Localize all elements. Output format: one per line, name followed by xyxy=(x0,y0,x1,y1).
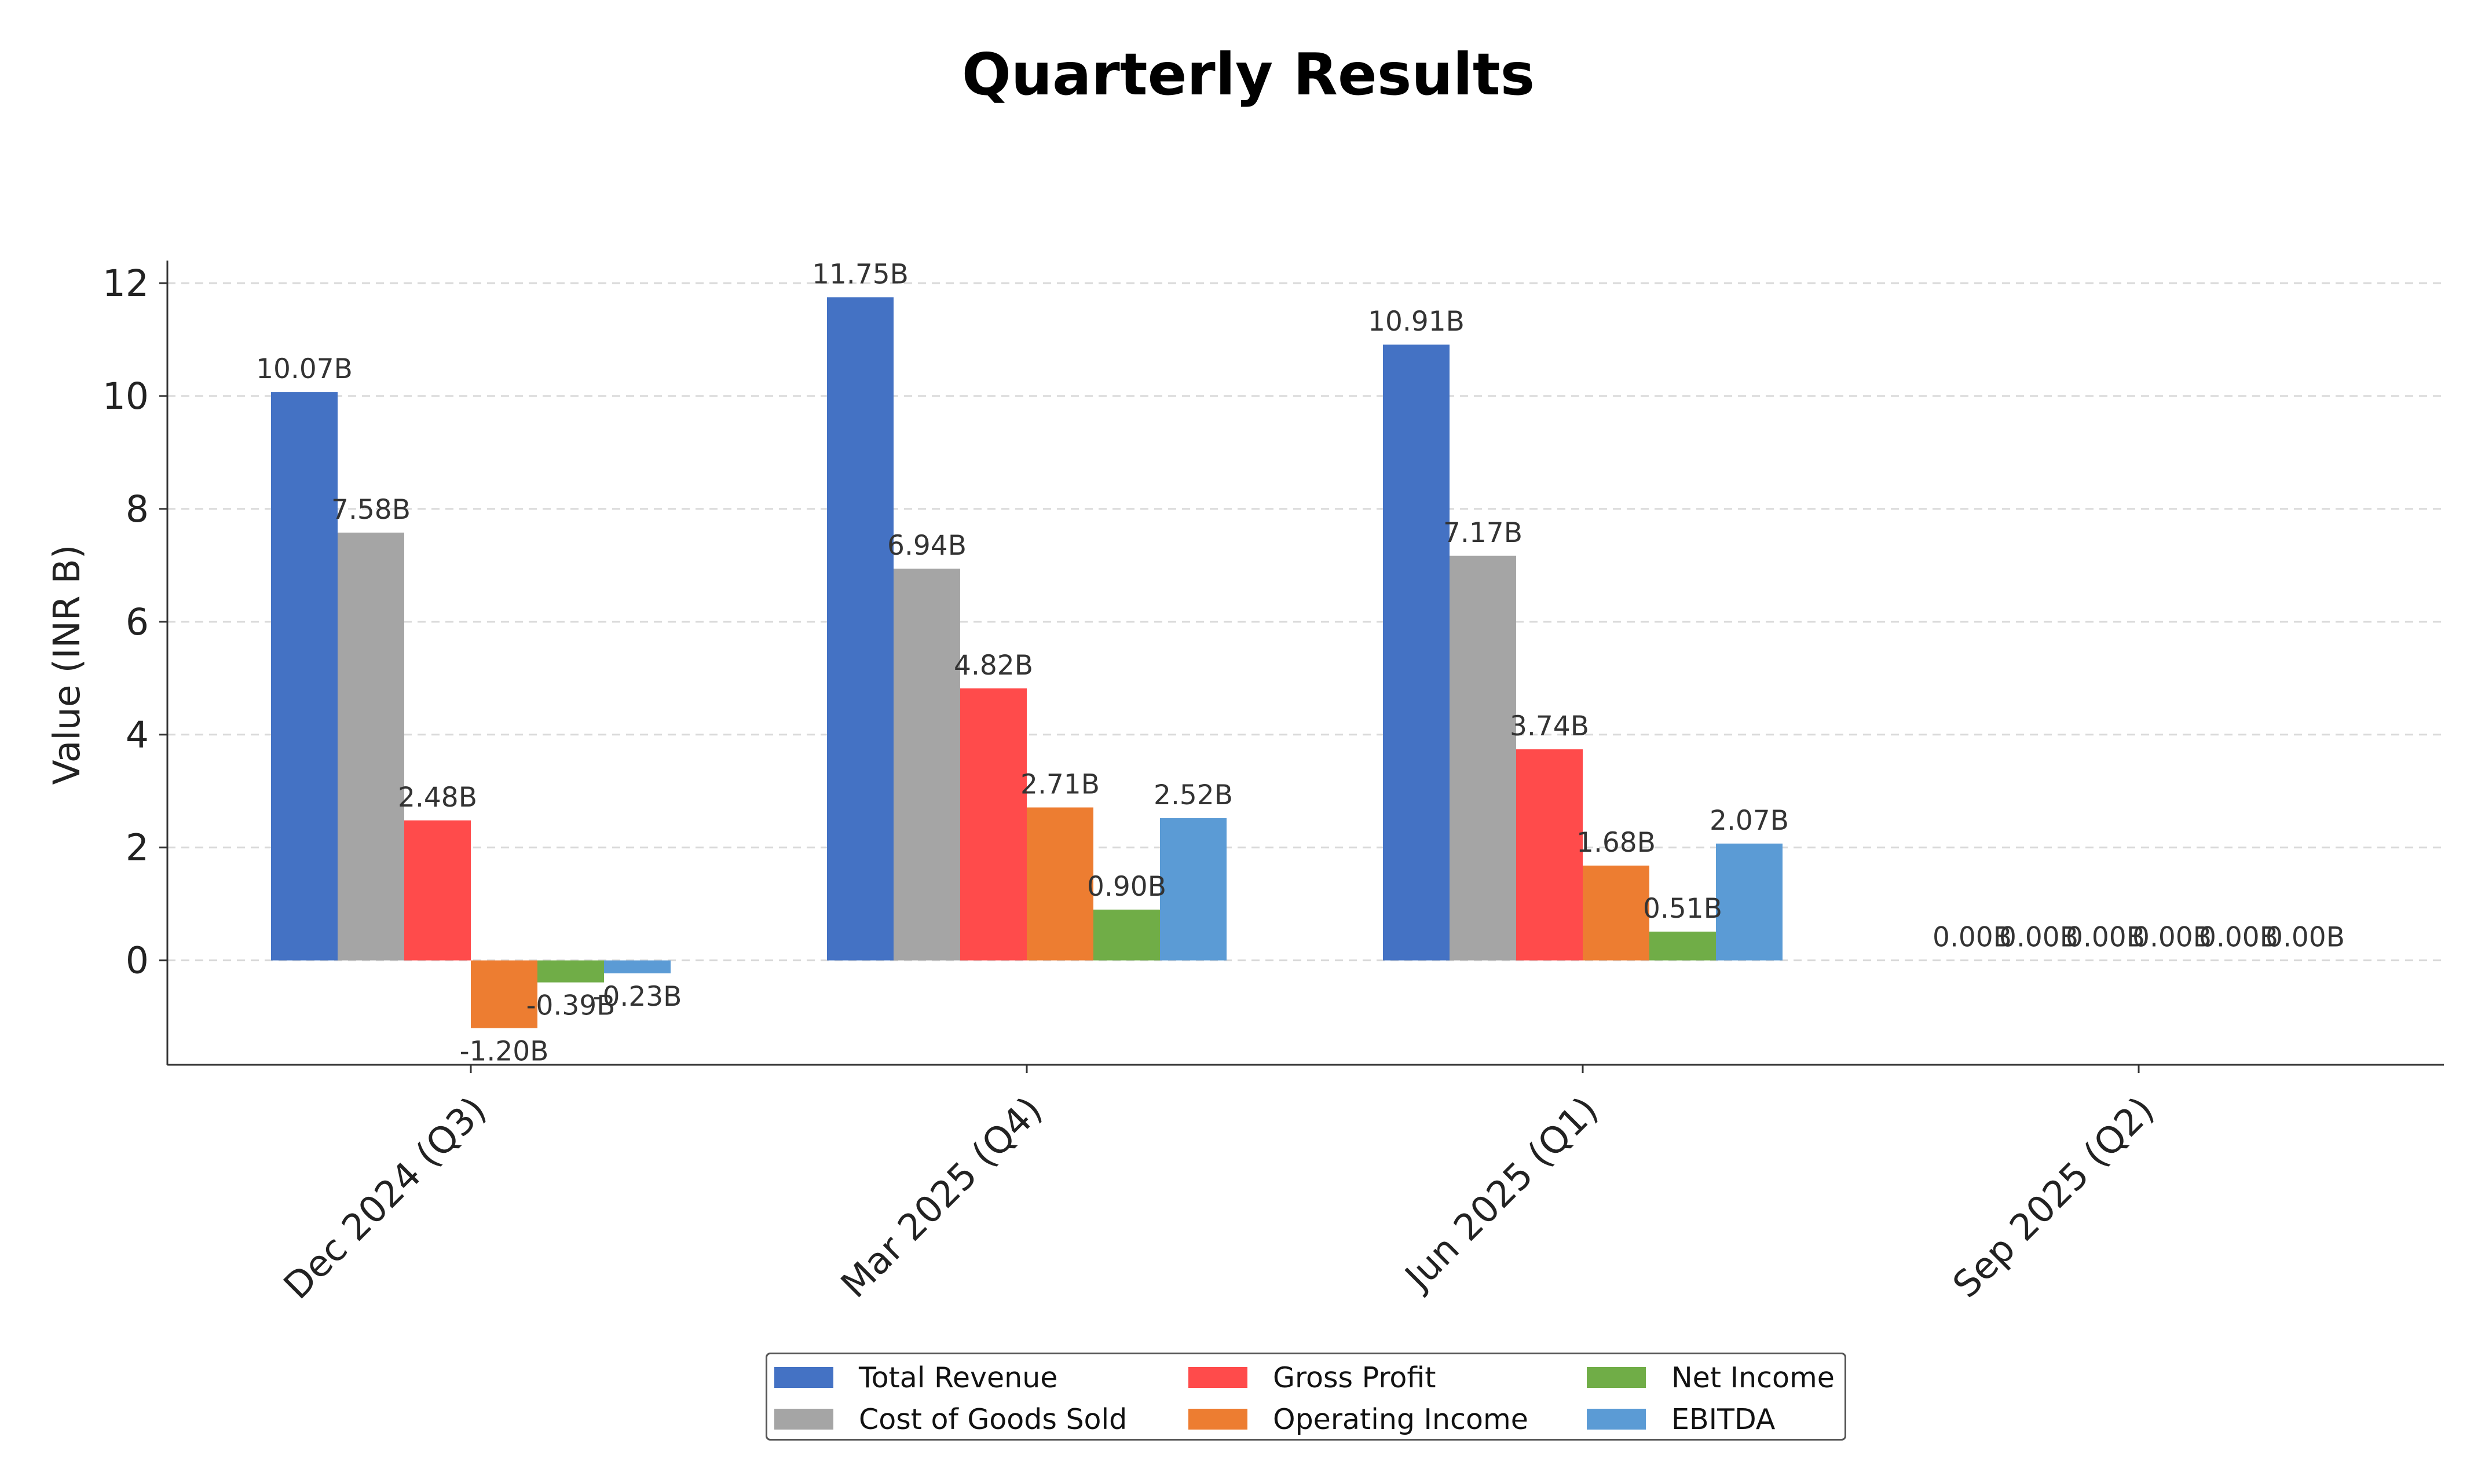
data-label: 1.68B xyxy=(1576,827,1656,859)
data-label: 2.07B xyxy=(1710,805,1789,837)
legend-label: Total Revenue xyxy=(859,1361,1058,1394)
data-label: 0.00B xyxy=(2066,922,2145,954)
bar xyxy=(537,960,604,983)
legend-swatch xyxy=(1188,1367,1247,1388)
chart-title: Quarterly Results xyxy=(961,41,1535,108)
bar xyxy=(338,532,404,961)
legend-label: Cost of Goods Sold xyxy=(859,1402,1128,1436)
bar xyxy=(1516,749,1583,961)
bar xyxy=(1160,818,1227,961)
data-label: 2.71B xyxy=(1020,769,1100,801)
data-label: -1.20B xyxy=(460,1036,549,1068)
y-tick-label: 4 xyxy=(126,714,149,756)
data-label: 0.00B xyxy=(2132,922,2212,954)
data-labels: 10.07B 11.75B 10.91B 0.00B 7.58B 6.94B 7.17B 0.… xyxy=(256,258,2345,1067)
bar xyxy=(1093,909,1160,961)
data-label: 10.07B xyxy=(256,353,353,385)
data-label: 4.82B xyxy=(954,650,1033,681)
data-label: -0.23B xyxy=(593,981,682,1013)
bar xyxy=(1027,807,1093,961)
legend-swatch xyxy=(774,1367,833,1388)
data-label: 0.00B xyxy=(2266,922,2345,954)
bar xyxy=(471,960,537,1028)
legend-label: EBITDA xyxy=(1671,1402,1776,1436)
bar xyxy=(604,960,671,974)
data-label: 0.00B xyxy=(2199,922,2278,954)
legend-item: Operating Income xyxy=(1188,1402,1528,1437)
data-label: 2.48B xyxy=(398,782,477,814)
data-label: -0.39B xyxy=(526,990,616,1022)
bar xyxy=(960,688,1027,961)
y-tick-label: 8 xyxy=(126,488,149,530)
data-label: 3.74B xyxy=(1510,710,1589,742)
y-tick-label: 2 xyxy=(126,827,149,869)
bar xyxy=(1649,931,1716,961)
data-label: 0.90B xyxy=(1087,871,1166,903)
legend-item: Total Revenue xyxy=(774,1360,1057,1395)
legend-item: EBITDA xyxy=(1587,1402,1775,1437)
y-tick-label: 0 xyxy=(126,940,149,982)
legend-item: Gross Profit xyxy=(1188,1360,1436,1395)
bar xyxy=(271,392,338,961)
legend-item: Net Income xyxy=(1587,1360,1835,1395)
data-label: 6.94B xyxy=(887,530,967,562)
x-tick-label: Dec 2024 (Q3) xyxy=(276,1089,495,1307)
y-tick-label: 6 xyxy=(126,601,149,643)
data-label: 7.17B xyxy=(1443,517,1523,549)
bar xyxy=(894,569,960,961)
legend-swatch xyxy=(1587,1367,1646,1388)
bar xyxy=(1450,555,1516,961)
x-tick-label: Mar 2025 (Q4) xyxy=(833,1089,1051,1306)
data-label: 10.91B xyxy=(1368,306,1465,338)
x-tick-label: Sep 2025 (Q2) xyxy=(1945,1089,2162,1306)
bar xyxy=(827,297,894,961)
x-tick-label: Jun 2025 (Q1) xyxy=(1396,1089,1606,1299)
y-tick-label: 10 xyxy=(103,375,149,417)
bar xyxy=(1716,843,1783,961)
y-axis-title: Value (INR B) xyxy=(46,545,88,785)
data-label: 11.75B xyxy=(812,258,909,290)
data-label: 0.51B xyxy=(1643,893,1722,925)
y-tick-label: 12 xyxy=(103,262,149,305)
legend-label: Operating Income xyxy=(1273,1402,1528,1436)
bar xyxy=(404,820,471,961)
legend-label: Gross Profit xyxy=(1273,1361,1436,1394)
legend-swatch xyxy=(1188,1409,1247,1430)
data-label: 0.00B xyxy=(1999,922,2078,954)
legend: Total Revenue Cost of Goods Sold Gross Pro… xyxy=(766,1353,1846,1441)
legend-swatch xyxy=(774,1409,833,1430)
legend-label: Net Income xyxy=(1671,1361,1835,1394)
legend-item: Cost of Goods Sold xyxy=(774,1402,1127,1437)
axes xyxy=(166,261,2444,1066)
gridlines xyxy=(167,282,2444,962)
data-label: 7.58B xyxy=(331,494,411,526)
legend-swatch xyxy=(1587,1409,1646,1430)
bars xyxy=(271,297,1783,1028)
data-label: 0.00B xyxy=(1933,922,2012,954)
bar xyxy=(1383,345,1450,961)
data-label: 2.52B xyxy=(1154,779,1233,811)
bar xyxy=(1583,865,1649,961)
